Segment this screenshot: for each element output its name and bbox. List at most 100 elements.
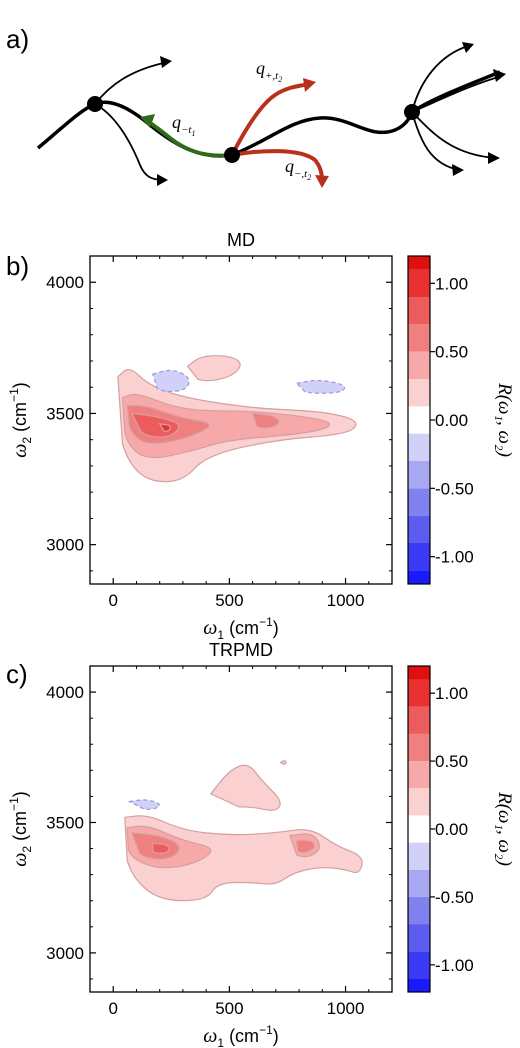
contour-2 <box>279 760 287 766</box>
y-tick-label: 4000 <box>46 273 84 292</box>
branch-upper-left <box>94 61 169 105</box>
red-trajectory-down <box>231 149 324 181</box>
plot-frame <box>89 665 393 993</box>
y-axis-label: ω2 (cm−1) <box>7 791 34 867</box>
branch-right-down <box>411 111 497 159</box>
contour-1 <box>186 355 241 382</box>
y-tick-label: 3500 <box>46 813 84 832</box>
colorbar-tick-label: 1.00 <box>435 274 468 293</box>
y-tick-label: 3500 <box>46 404 84 423</box>
arrowhead-6 <box>452 164 464 176</box>
label-q-minus-t1: q−t1 <box>172 112 195 138</box>
contour-7 <box>152 842 170 854</box>
plot-trpmd: TRPMD 0 500 1000 3000 3500 4000 ω1 (cm−1) ω2 (cm… <box>7 640 515 1048</box>
contour-7 <box>151 369 190 393</box>
branch-right-down2 <box>411 111 461 171</box>
panel-c-label: c) <box>6 659 28 689</box>
colorbar-band <box>408 951 430 979</box>
plot-frame <box>89 255 393 585</box>
contour-8 <box>127 799 161 811</box>
colorbar-label: R(ω₁, ω₂) <box>494 791 515 866</box>
x-tick-label: 0 <box>108 591 117 610</box>
x-tick-label: 1000 <box>327 999 365 1018</box>
colorbar-band <box>408 761 430 789</box>
node-right <box>404 104 420 120</box>
arrowhead-1 <box>160 56 172 68</box>
branch-lower-left <box>94 103 165 181</box>
colorbar-band <box>408 297 430 325</box>
arrowhead-4 <box>493 69 506 82</box>
colorbar-band <box>408 788 430 816</box>
colorbar-tick-label: 0.00 <box>435 411 468 430</box>
arrowhead-5 <box>488 152 500 164</box>
colorbar-band <box>408 379 430 407</box>
colorbar-tick-label: -1.00 <box>435 548 474 567</box>
colorbar-band <box>408 269 430 297</box>
label-q-plus-t2: q+,t2 <box>256 58 282 84</box>
x-tick-label: 0 <box>108 999 117 1018</box>
arrowhead-2 <box>157 174 168 186</box>
x-tick-label: 500 <box>215 999 243 1018</box>
colorbar-tick-label: 0.50 <box>435 343 468 362</box>
colorbar-tick-label: 0.00 <box>435 820 468 839</box>
colorbar-band <box>408 256 430 270</box>
arrowhead-red-up <box>303 78 316 92</box>
x-axis-label: ω1 (cm−1) <box>203 615 279 642</box>
red-trajectory-up <box>230 82 311 156</box>
colorbar-band <box>408 924 430 952</box>
x-tick-label: 1000 <box>327 591 365 610</box>
arrowhead-green <box>140 114 155 128</box>
contour-1 <box>209 764 281 811</box>
colorbar-tick-label: -0.50 <box>435 888 474 907</box>
colorbar-band <box>408 842 430 870</box>
colorbar-band <box>408 733 430 762</box>
colorbar-tick-label: 1.00 <box>435 684 468 703</box>
branch-right-up2 <box>411 75 503 113</box>
colorbar-band <box>408 570 430 584</box>
contour-6 <box>296 840 315 854</box>
colorbar-band <box>408 978 430 992</box>
green-trajectory <box>144 118 233 158</box>
plot-title: TRPMD <box>209 640 273 660</box>
colorbar-band <box>408 679 430 707</box>
branch-right-up <box>411 45 469 113</box>
colorbar-tick-label: -1.00 <box>435 956 474 975</box>
colorbar-label: R(ω₁, ω₂) <box>494 382 515 457</box>
colorbar: 1.00 0.50 0.00 -0.50 -1.00 R(ω₁, ω₂) <box>407 255 515 585</box>
colorbar-band <box>408 515 430 543</box>
x-tick-label: 500 <box>215 591 243 610</box>
y-tick-label: 3000 <box>46 536 84 555</box>
colorbar-band <box>408 706 430 734</box>
arrowhead-3 <box>462 42 474 53</box>
label-q-minus-t2: q−,t2 <box>285 156 311 182</box>
y-axis-label: ω2 (cm−1) <box>7 382 34 458</box>
colorbar-band <box>408 896 430 925</box>
colorbar-band <box>408 815 430 843</box>
arrowhead-red-down <box>315 175 329 188</box>
colorbar-band <box>408 666 430 680</box>
panel-b-label: b) <box>6 251 29 281</box>
plot-title: MD <box>227 230 255 250</box>
trajectory-diagram: q−t1 q+,t2 q−,t2 <box>36 42 506 188</box>
contour-4 <box>251 412 280 429</box>
plot-md: MD 0 500 1000 3000 3500 4000 ω1 (cm−1) ω2 (cm−1)… <box>7 230 515 642</box>
colorbar-band <box>408 324 430 352</box>
node-center <box>224 147 240 163</box>
colorbar-band <box>408 351 430 379</box>
y-tick-label: 4000 <box>46 683 84 702</box>
y-tick-label: 3000 <box>46 944 84 963</box>
colorbar-tick-label: -0.50 <box>435 479 474 498</box>
node-left <box>87 96 103 112</box>
colorbar-band <box>408 406 430 434</box>
contour-8 <box>295 379 346 394</box>
panel-a-label: a) <box>6 24 29 54</box>
colorbar-band <box>408 543 430 571</box>
colorbar-tick-label: 0.50 <box>435 752 468 771</box>
colorbar: 1.00 0.50 0.00 -0.50 -1.00 R(ω₁, ω₂) <box>407 665 515 993</box>
colorbar-band <box>408 869 430 897</box>
colorbar-band <box>408 488 430 516</box>
colorbar-band <box>408 433 430 461</box>
contour-2 <box>121 393 331 459</box>
x-axis-label: ω1 (cm−1) <box>203 1023 279 1048</box>
